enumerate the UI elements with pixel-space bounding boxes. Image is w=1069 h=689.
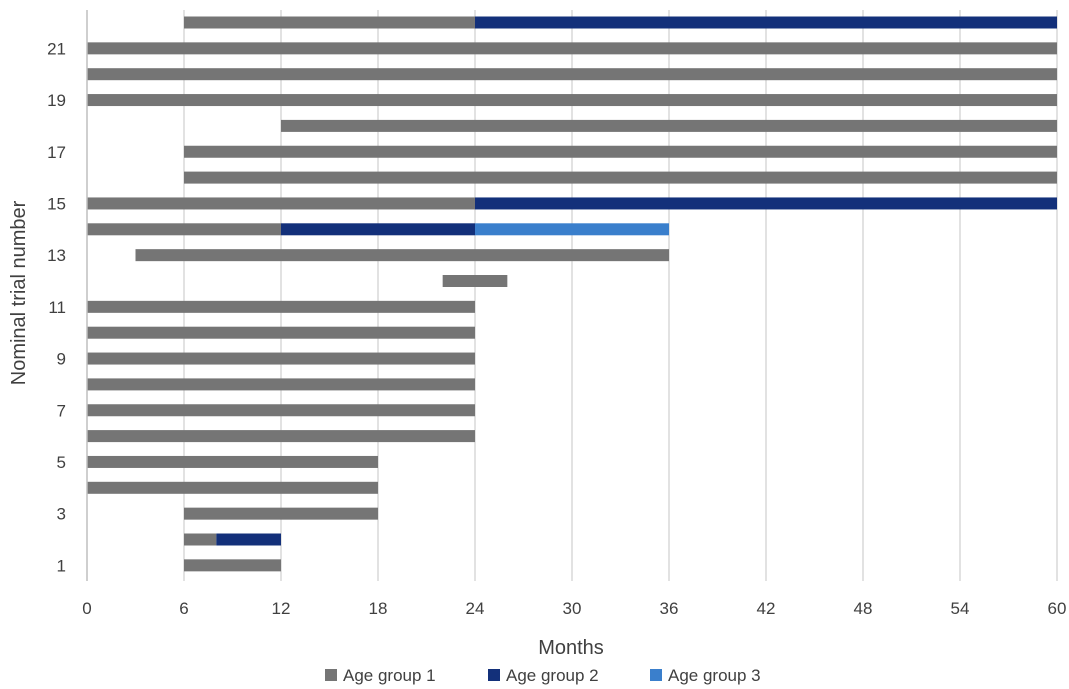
bars — [87, 16, 1057, 572]
y-tick-label: 21 — [47, 39, 66, 58]
y-tick-label: 13 — [47, 246, 66, 265]
legend-swatch — [650, 669, 662, 681]
bar-trial-7-age-group-1 — [87, 404, 475, 417]
bar-trial-14-age-group-1 — [87, 223, 281, 236]
x-tick-label: 48 — [854, 599, 873, 618]
bar-trial-6-age-group-1 — [87, 430, 475, 443]
bar-trial-16-age-group-1 — [184, 171, 1057, 184]
y-tick-label: 15 — [47, 194, 66, 213]
y-tick-label: 9 — [57, 350, 66, 369]
x-tick-label: 18 — [369, 599, 388, 618]
bar-trial-14-age-group-2 — [281, 223, 475, 236]
bar-trial-8-age-group-1 — [87, 378, 475, 391]
bar-trial-17-age-group-1 — [184, 145, 1057, 158]
x-tick-label: 6 — [179, 599, 188, 618]
x-tick-label: 54 — [951, 599, 970, 618]
legend-swatch — [488, 669, 500, 681]
bar-trial-20-age-group-1 — [87, 68, 1057, 81]
y-tick-label: 7 — [57, 401, 66, 420]
x-tick-label: 30 — [563, 599, 582, 618]
bar-trial-22-age-group-1 — [184, 16, 475, 29]
bar-trial-22-age-group-2 — [475, 16, 1057, 29]
x-tick-labels: 0 6 12 18 24 30 36 42 48 54 60 — [82, 599, 1066, 618]
y-tick-label: 19 — [47, 91, 66, 110]
y-tick-label: 3 — [57, 505, 66, 524]
bar-trial-11-age-group-1 — [87, 300, 475, 313]
legend-swatch — [325, 669, 337, 681]
bar-trial-2-age-group-1 — [184, 533, 217, 546]
y-tick-label: 11 — [48, 298, 66, 317]
bar-trial-10-age-group-1 — [87, 326, 475, 339]
legend-label: Age group 3 — [668, 666, 761, 685]
bar-trial-12-age-group-1 — [442, 275, 508, 287]
bar-trial-19-age-group-1 — [87, 94, 1057, 107]
legend-label: Age group 1 — [343, 666, 436, 685]
legend: Age group 1 Age group 2 Age group 3 — [325, 666, 761, 685]
bar-trial-14-age-group-3 — [475, 223, 669, 236]
bar-trial-9-age-group-1 — [87, 352, 475, 365]
bar-trial-1-age-group-1 — [184, 559, 281, 572]
x-tick-label: 12 — [272, 599, 291, 618]
x-tick-label: 60 — [1048, 599, 1067, 618]
y-axis-title: Nominal trial number — [8, 200, 30, 385]
x-tick-label: 36 — [660, 599, 679, 618]
legend-label: Age group 2 — [506, 666, 599, 685]
bar-trial-3-age-group-1 — [184, 507, 378, 520]
x-tick-label: 42 — [757, 599, 776, 618]
y-tick-label: 1 — [57, 556, 66, 575]
y-tick-label: 17 — [47, 143, 66, 162]
bar-trial-2-age-group-2 — [216, 533, 281, 546]
bar-trial-15-age-group-1 — [87, 197, 475, 210]
bar-trial-15-age-group-2 — [475, 197, 1057, 210]
x-tick-label: 24 — [466, 599, 485, 618]
bar-trial-13-age-group-1 — [135, 249, 669, 262]
x-tick-label: 0 — [82, 599, 91, 618]
x-axis-title: Months — [538, 637, 604, 659]
y-tick-label: 5 — [57, 453, 66, 472]
bar-trial-21-age-group-1 — [87, 42, 1057, 55]
bar-trial-5-age-group-1 — [87, 455, 378, 468]
bar-trial-18-age-group-1 — [281, 119, 1057, 132]
bar-trial-4-age-group-1 — [87, 481, 378, 494]
